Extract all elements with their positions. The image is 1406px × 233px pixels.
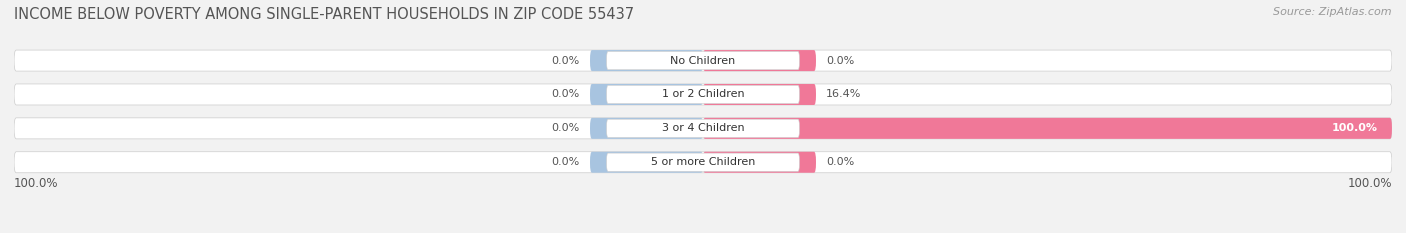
Text: No Children: No Children xyxy=(671,56,735,65)
Text: INCOME BELOW POVERTY AMONG SINGLE-PARENT HOUSEHOLDS IN ZIP CODE 55437: INCOME BELOW POVERTY AMONG SINGLE-PARENT… xyxy=(14,7,634,22)
Text: 0.0%: 0.0% xyxy=(827,56,855,65)
FancyBboxPatch shape xyxy=(591,84,703,105)
Text: 0.0%: 0.0% xyxy=(551,157,579,167)
FancyBboxPatch shape xyxy=(591,50,703,71)
FancyBboxPatch shape xyxy=(591,152,703,173)
FancyBboxPatch shape xyxy=(606,119,800,137)
FancyBboxPatch shape xyxy=(606,153,800,171)
Text: 1 or 2 Children: 1 or 2 Children xyxy=(662,89,744,99)
Text: 5 or more Children: 5 or more Children xyxy=(651,157,755,167)
FancyBboxPatch shape xyxy=(703,152,815,173)
FancyBboxPatch shape xyxy=(14,118,1392,139)
Text: 0.0%: 0.0% xyxy=(551,123,579,133)
Text: 100.0%: 100.0% xyxy=(1331,123,1378,133)
FancyBboxPatch shape xyxy=(606,51,800,70)
Text: 0.0%: 0.0% xyxy=(551,89,579,99)
FancyBboxPatch shape xyxy=(703,50,815,71)
Text: Source: ZipAtlas.com: Source: ZipAtlas.com xyxy=(1274,7,1392,17)
FancyBboxPatch shape xyxy=(703,84,815,105)
Text: 16.4%: 16.4% xyxy=(827,89,862,99)
Text: 0.0%: 0.0% xyxy=(827,157,855,167)
FancyBboxPatch shape xyxy=(14,152,1392,173)
FancyBboxPatch shape xyxy=(591,118,703,139)
Text: 0.0%: 0.0% xyxy=(551,56,579,65)
Text: 100.0%: 100.0% xyxy=(14,177,59,190)
FancyBboxPatch shape xyxy=(14,84,1392,105)
Text: 3 or 4 Children: 3 or 4 Children xyxy=(662,123,744,133)
FancyBboxPatch shape xyxy=(703,118,1392,139)
FancyBboxPatch shape xyxy=(606,85,800,104)
FancyBboxPatch shape xyxy=(14,50,1392,71)
Text: 100.0%: 100.0% xyxy=(1347,177,1392,190)
